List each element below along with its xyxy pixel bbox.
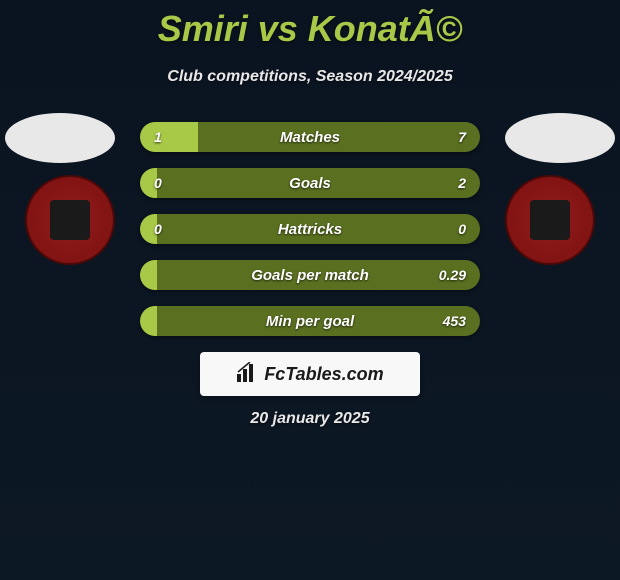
stat-right-value: 0.29 (439, 267, 466, 283)
stat-fill (140, 122, 198, 152)
stat-fill (140, 260, 157, 290)
stat-label: Goals (289, 175, 331, 192)
player-avatar-left (5, 113, 115, 163)
stat-row-gpm: Goals per match 0.29 (140, 260, 480, 290)
stats-container: 1 Matches 7 0 Goals 2 0 Hattricks 0 Goal… (140, 122, 480, 352)
stat-row-matches: 1 Matches 7 (140, 122, 480, 152)
player-avatar-right (505, 113, 615, 163)
stat-label: Goals per match (251, 267, 369, 284)
stat-right-value: 453 (443, 313, 466, 329)
club-badge-left (25, 175, 115, 265)
stat-right-value: 7 (458, 129, 466, 145)
stat-label: Min per goal (266, 313, 354, 330)
club-badge-right (505, 175, 595, 265)
chart-icon (236, 362, 258, 387)
stat-right-value: 0 (458, 221, 466, 237)
logo-text: FcTables.com (264, 364, 383, 385)
stat-label: Hattricks (278, 221, 342, 238)
stat-left-value: 0 (154, 221, 162, 237)
stat-label: Matches (280, 129, 340, 146)
stat-row-goals: 0 Goals 2 (140, 168, 480, 198)
stat-fill (140, 306, 157, 336)
stat-row-mpg: Min per goal 453 (140, 306, 480, 336)
stat-left-value: 0 (154, 175, 162, 191)
stat-right-value: 2 (458, 175, 466, 191)
logo-box[interactable]: FcTables.com (200, 352, 420, 396)
page-title: Smiri vs KonatÃ© (0, 0, 620, 50)
page-subtitle: Club competitions, Season 2024/2025 (0, 68, 620, 86)
date-label: 20 january 2025 (250, 410, 369, 428)
stat-left-value: 1 (154, 129, 162, 145)
stat-row-hattricks: 0 Hattricks 0 (140, 214, 480, 244)
